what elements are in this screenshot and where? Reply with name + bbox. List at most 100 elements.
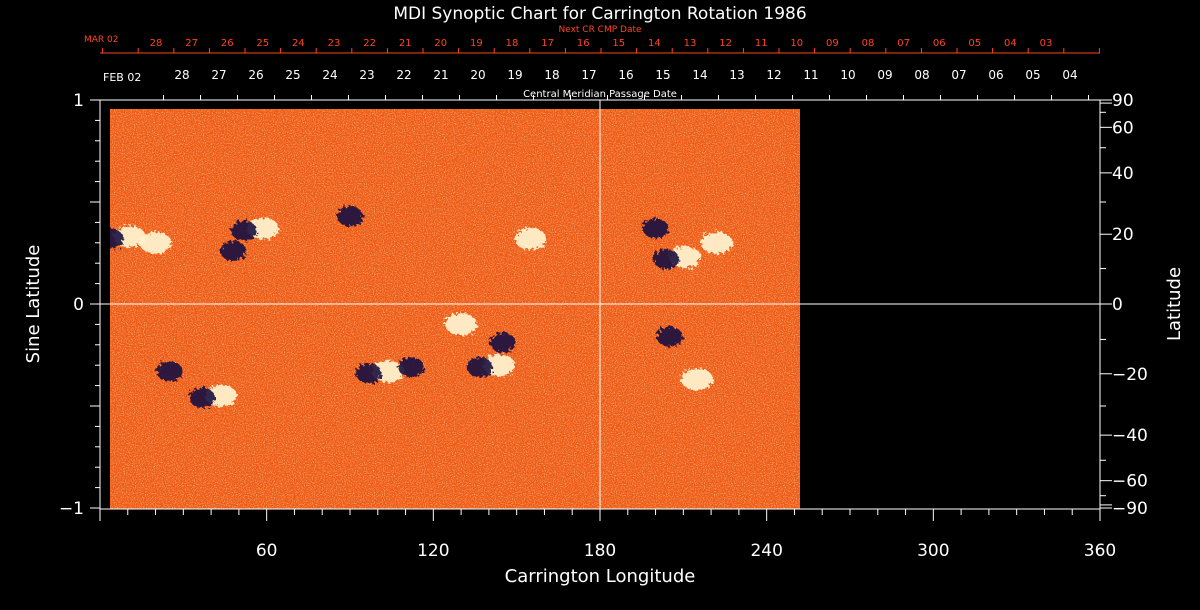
x-tick-label: 240 [750,541,782,561]
cmp-date-label: 20 [470,68,485,82]
cmp-date-label: 04 [1062,68,1077,82]
cmp-axis-title: Central Meridian Passage Date [523,89,677,100]
y-axis-label-right: Latitude [1164,267,1185,341]
x-tick-label: 120 [417,541,449,561]
next-cr-date-label: 12 [719,38,732,49]
y-axis-label-left: Sine Latitude [23,245,44,364]
negative-flux [653,249,679,270]
next-cr-date-axis: 28 27 26 25 24 23 22 21 20 19 18 17 16 15 14 13 12 11 10 09… [100,38,1100,54]
next-cr-date-label: 10 [790,38,803,49]
y-axis-left: −1 0 1 [59,91,100,519]
y-right-tick-label: −60 [1112,472,1148,492]
y-axis-right: −90 −60 −40 −20 0 20 40 60 90 [1100,91,1148,519]
field-grain-light [110,109,800,509]
active-region [681,368,714,391]
active-region [514,227,547,250]
next-cr-date-label: 03 [1040,38,1053,49]
cmp-date-label: 28 [174,68,189,82]
next-cr-date-label: 17 [541,38,554,49]
cmp-date-label: 19 [507,68,522,82]
y-left-tick-label: 0 [73,295,84,315]
x-axis: 60 120 180 240 300 360 [99,509,1116,561]
negative-flux [642,218,669,239]
cmp-date-label: 16 [618,68,633,82]
cmp-date-label: 12 [766,68,781,82]
next-cr-date-label: 05 [968,38,981,49]
negative-flux [110,228,124,249]
cmp-date-label: 25 [285,68,300,82]
active-region [337,206,363,227]
positive-flux [681,368,714,391]
y-right-tick-label: 20 [1112,225,1134,245]
next-cr-date-label: 25 [256,38,269,49]
next-cr-date-label: 20 [434,38,447,49]
next-cr-date-label: 09 [826,38,839,49]
negative-flux [355,363,382,384]
next-cr-date-label: 13 [684,38,697,49]
y-left-tick-label: −1 [59,499,84,519]
negative-flux [156,361,183,382]
cmp-date-label: 17 [581,68,596,82]
y-right-tick-label: 0 [1112,295,1123,315]
active-region [656,326,683,347]
y-right-tick-label: −90 [1112,499,1148,519]
active-region [156,361,183,382]
negative-flux [466,357,493,378]
negative-flux [489,332,516,353]
y-right-tick-label: 40 [1112,164,1134,184]
x-tick-label: 300 [917,541,949,561]
active-region [466,354,515,378]
next-cr-date-label: 07 [897,38,910,49]
y-right-tick-label: −40 [1112,426,1148,446]
next-cr-date-label: 04 [1004,38,1017,49]
active-region [445,313,478,336]
cmp-date-label: 13 [729,68,744,82]
cmp-date-label: 22 [396,68,411,82]
cmp-date-label: 09 [877,68,892,82]
cmp-date-label: 15 [655,68,670,82]
cmp-date-label: 10 [840,68,855,82]
positive-flux [514,227,547,250]
negative-flux [398,357,425,378]
y-right-tick-label: −20 [1112,365,1148,385]
active-region [189,384,238,408]
next-cr-date-label: 19 [470,38,483,49]
positive-flux [445,313,478,336]
negative-flux [656,326,683,347]
next-cr-date-label: 22 [363,38,376,49]
negative-flux [337,206,363,227]
y-right-tick-label: 90 [1112,91,1134,111]
x-tick-label: 60 [256,541,278,561]
cmp-date-label: 26 [248,68,263,82]
cmp-date-label: 08 [914,68,929,82]
next-cr-title: Next CR CMP Date [558,25,642,35]
positive-flux [139,231,172,254]
magnetogram-field-map [110,109,800,509]
cmp-date-label: 21 [433,68,448,82]
next-cr-date-label: 28 [150,38,163,49]
y-left-tick-label: 1 [73,91,84,111]
cmp-date-label: 27 [211,68,226,82]
active-region [355,360,404,384]
next-cr-date-label: 26 [221,38,234,49]
chart-title: MDI Synoptic Chart for Carrington Rotati… [393,4,806,24]
active-region [700,231,733,254]
cmp-date-label: 06 [988,68,1003,82]
next-cr-date-label: 15 [612,38,625,49]
active-region [220,240,247,261]
y-right-tick-label: 60 [1112,118,1134,138]
next-cr-date-label: 18 [506,38,519,49]
next-cr-date-label: 24 [292,38,305,49]
cmp-date-label: 18 [544,68,559,82]
next-cr-date-label: 23 [328,38,341,49]
cmp-start-label: FEB 02 [103,71,141,84]
cmp-date-label: 05 [1025,68,1040,82]
next-cr-date-label: 08 [862,38,875,49]
next-cr-date-label: 06 [933,38,946,49]
cmp-date-label: 11 [803,68,818,82]
positive-flux [700,231,733,254]
active-region [653,246,701,270]
active-region [230,217,279,241]
next-cr-date-label: 14 [648,38,661,49]
